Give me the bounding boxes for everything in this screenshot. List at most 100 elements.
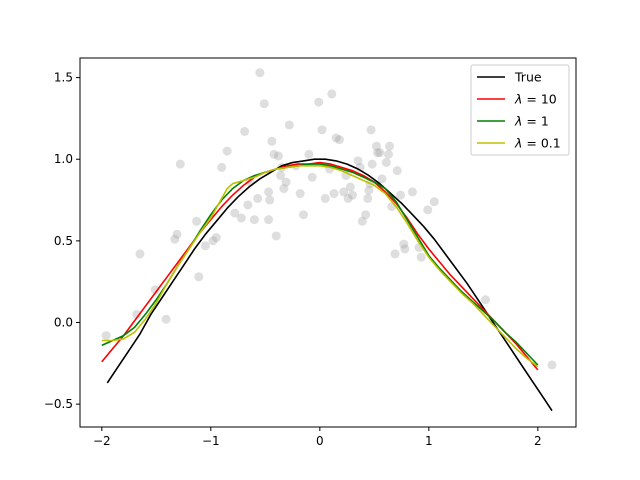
scatter-point — [345, 182, 355, 192]
scatter-point — [267, 136, 277, 146]
scatter-point — [357, 216, 367, 226]
series-line-0 — [106, 158, 553, 412]
scatter-point — [399, 239, 409, 249]
scatter-point — [400, 244, 410, 254]
scatter-point — [339, 187, 349, 197]
y-tick-label: 1.0 — [54, 152, 73, 166]
scatter-point — [264, 215, 274, 225]
scatter-point — [161, 314, 171, 324]
scatter-point — [390, 249, 400, 259]
axes-frame — [79, 57, 577, 428]
scatter-point — [329, 189, 339, 199]
scatter-point — [222, 146, 232, 156]
legend-box — [470, 64, 570, 156]
scatter-point — [395, 190, 405, 200]
scatter-point — [230, 208, 240, 218]
scatter-point — [150, 285, 160, 295]
scatter-point — [240, 126, 250, 136]
series-lines — [101, 158, 553, 412]
scatter-point — [429, 197, 439, 207]
scatter-point — [387, 202, 397, 212]
y-tick-label: −0.5 — [44, 397, 73, 411]
scatter-point — [135, 249, 145, 259]
x-tick-label: 2 — [534, 434, 542, 448]
scatter-point — [281, 177, 291, 187]
x-tick-label: 1 — [425, 434, 433, 448]
scatter-point — [170, 234, 180, 244]
scatter-point — [384, 149, 394, 159]
scatter-point — [132, 309, 142, 319]
scatter-point — [314, 97, 324, 107]
scatter-point — [385, 141, 395, 151]
y-tick-label: 1.5 — [54, 71, 73, 85]
scatter-point — [298, 210, 308, 220]
scatter-point — [547, 360, 557, 370]
x-tick-label: −2 — [93, 434, 111, 448]
scatter-point — [416, 252, 426, 262]
scatter-point — [255, 68, 265, 78]
legend-label-3: λ = 0.1 — [514, 136, 561, 151]
y-tick-label: 0.5 — [54, 234, 73, 248]
scatter-point — [331, 133, 341, 143]
scatter-point — [375, 148, 385, 158]
scatter-point — [276, 171, 286, 181]
scatter-point — [253, 193, 263, 203]
x-tick-label: −1 — [202, 434, 220, 448]
scatter-point — [217, 162, 227, 172]
x-tick-label: 0 — [316, 434, 324, 448]
scatter-point — [361, 210, 371, 220]
scatter-point — [192, 216, 202, 226]
scatter-point — [264, 187, 274, 197]
scatter-point — [348, 190, 358, 200]
legend-label-1: λ = 10 — [514, 92, 557, 107]
legend-label-0: True — [514, 70, 542, 85]
series-line-3 — [101, 165, 539, 368]
scatter-point — [327, 89, 337, 99]
scatter-point — [208, 236, 218, 246]
scatter-point — [353, 156, 363, 166]
scatter-point — [273, 151, 283, 161]
scatter-point — [211, 233, 221, 243]
scatter-point — [407, 187, 417, 197]
scatter-point — [194, 272, 204, 282]
scatter-point — [200, 241, 210, 251]
scatter-point — [423, 205, 433, 215]
scatter-point — [367, 159, 377, 169]
scatter-points — [101, 68, 557, 370]
series-line-1 — [101, 161, 539, 371]
scatter-point — [307, 172, 317, 182]
legend: True λ = 10 λ = 1 λ = 0.1 — [470, 64, 570, 156]
scatter-point — [236, 213, 246, 223]
scatter-point — [279, 184, 289, 194]
scatter-point — [317, 125, 327, 135]
scatter-point — [364, 185, 374, 195]
scatter-point — [269, 149, 279, 159]
scatter-point — [271, 231, 281, 241]
scatter-point — [284, 120, 294, 130]
scatter-point — [392, 166, 402, 176]
scatter-point — [259, 99, 269, 109]
scatter-point — [172, 229, 182, 239]
y-axis-ticks: −0.5 0.0 0.5 1.0 1.5 — [44, 71, 80, 411]
scatter-point — [481, 295, 491, 305]
scatter-point — [265, 195, 275, 205]
scatter-point — [373, 148, 383, 158]
scatter-point — [320, 193, 330, 203]
scatter-point — [249, 215, 259, 225]
legend-label-2: λ = 1 — [514, 114, 549, 129]
scatter-point — [381, 157, 391, 167]
x-axis-ticks: −2 −1 0 1 2 — [93, 427, 542, 448]
scatter-point — [101, 331, 111, 341]
scatter-point — [304, 149, 314, 159]
scatter-point — [175, 159, 185, 169]
y-tick-label: 0.0 — [54, 316, 73, 330]
scatter-point — [377, 174, 387, 184]
scatter-point — [295, 189, 305, 199]
scatter-point — [363, 193, 373, 203]
scatter-point — [334, 135, 344, 145]
scatter-point — [366, 125, 376, 135]
scatter-point — [343, 193, 353, 203]
scatter-point — [243, 200, 253, 210]
scatter-point — [372, 141, 382, 151]
